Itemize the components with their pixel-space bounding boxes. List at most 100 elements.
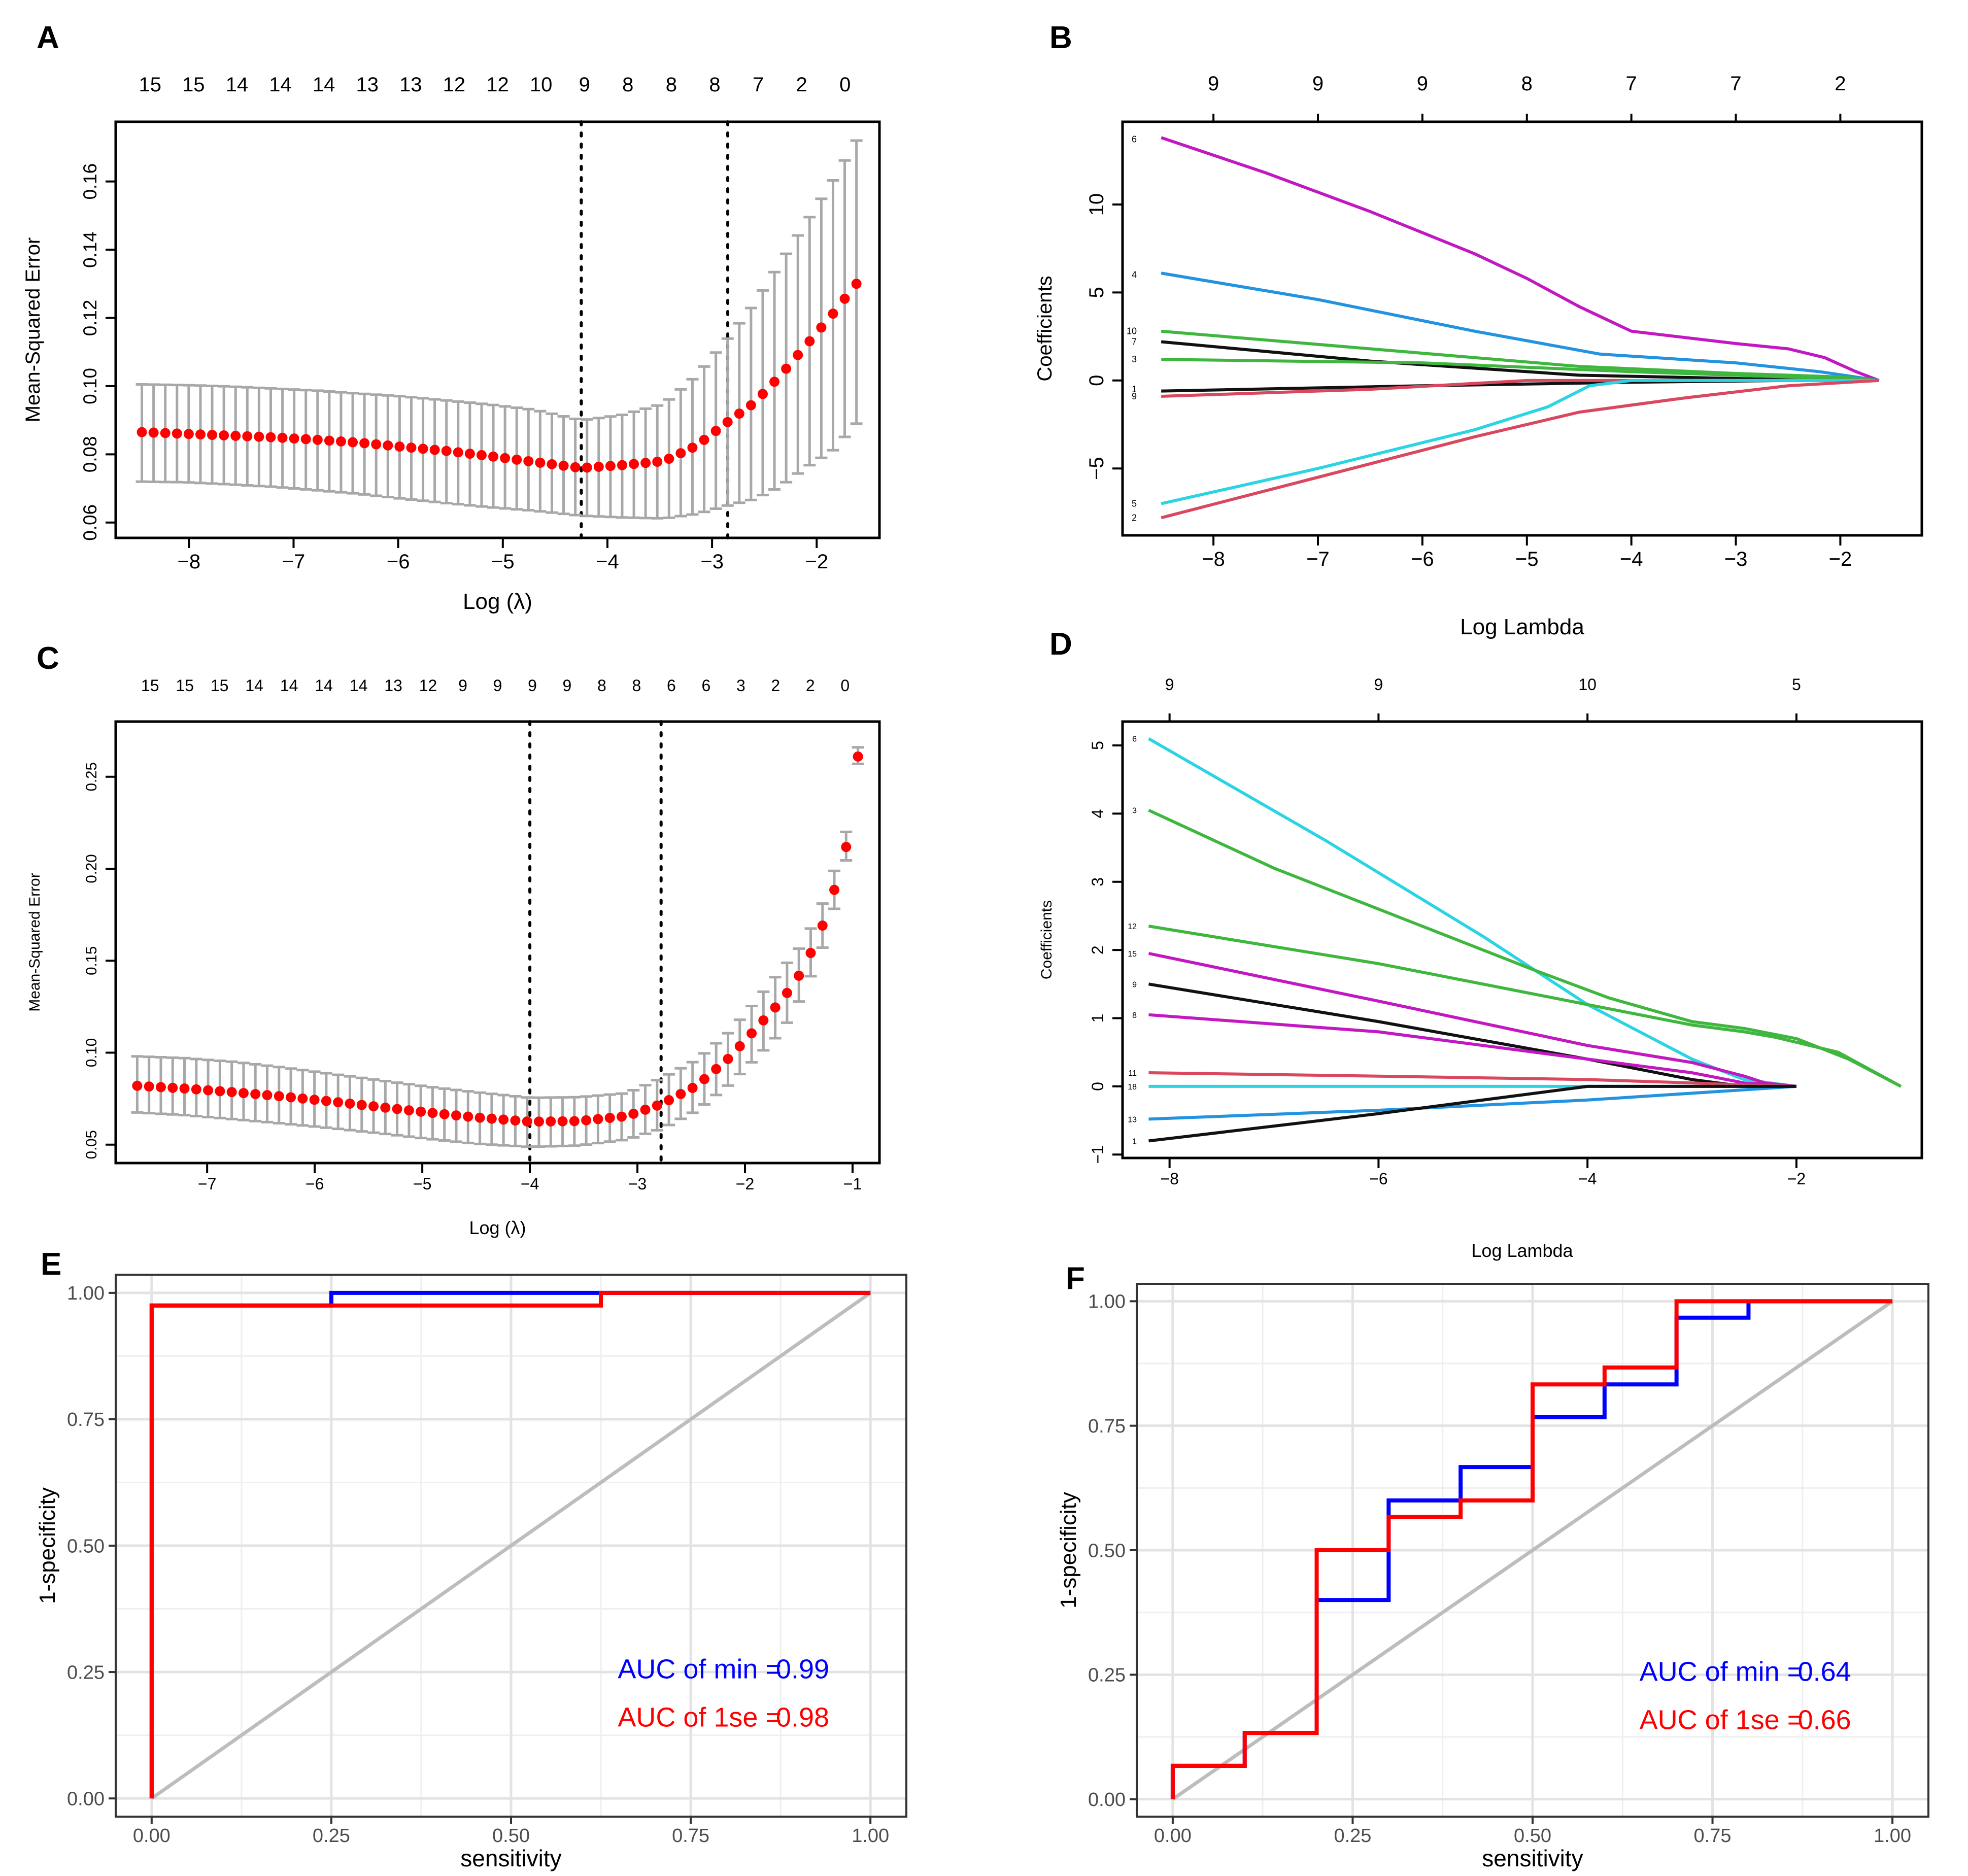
path-label: 11	[1128, 1069, 1137, 1078]
y-tick-label: 0.75	[1088, 1416, 1126, 1437]
top-tick-label: 6	[667, 676, 676, 695]
x-tick-label: −2	[805, 551, 828, 573]
mse-point	[309, 1095, 320, 1105]
mse-point	[711, 1064, 722, 1074]
x-axis-title: Log Lambda	[1460, 615, 1584, 639]
mse-point	[321, 1096, 331, 1106]
top-tick-label: 15	[211, 676, 229, 695]
mse-point	[604, 1112, 615, 1123]
x-tick-label: −3	[700, 551, 724, 573]
mse-point	[207, 430, 218, 440]
mse-point	[500, 453, 511, 463]
path-label: 15	[1128, 950, 1137, 959]
x-tick-label: 0.75	[1694, 1825, 1732, 1847]
auc-value: 0.64	[1798, 1656, 1851, 1687]
y-tick-label: 0.08	[80, 436, 100, 473]
mse-point	[238, 1088, 249, 1099]
coef-path-12	[1148, 925, 1902, 1088]
mse-point	[616, 1111, 627, 1122]
top-tick-label: 10	[530, 74, 553, 96]
mse-point	[640, 458, 651, 468]
mse-point	[297, 1093, 308, 1104]
mse-point	[557, 1116, 568, 1127]
top-tick-label: 7	[1730, 73, 1741, 95]
mse-point	[274, 1091, 284, 1102]
coef-path-5	[1161, 379, 1879, 505]
top-tick-label: 7	[1626, 73, 1637, 95]
x-tick-label: −4	[596, 551, 619, 573]
mse-point	[254, 431, 264, 442]
mse-point	[722, 417, 733, 427]
mse-point	[172, 428, 182, 439]
x-tick-label: 0.50	[492, 1825, 530, 1847]
top-tick-label: 13	[356, 74, 379, 96]
mse-point	[535, 457, 546, 468]
y-tick-label: 0.50	[1088, 1540, 1126, 1561]
x-tick-label: 0.50	[1514, 1825, 1551, 1847]
top-tick-label: 14	[226, 74, 249, 96]
mse-point	[441, 446, 452, 456]
top-tick-label: 7	[753, 74, 764, 96]
mse-point	[155, 1082, 166, 1093]
x-tick-label: −4	[521, 1175, 539, 1193]
mse-point	[324, 435, 334, 446]
y-tick-label: 0.16	[80, 163, 100, 200]
x-axis-title: Log Lambda	[1471, 1240, 1573, 1261]
roc-curve-AUC-of-1se	[1170, 1299, 1893, 1799]
auc-value: 0.99	[776, 1654, 829, 1685]
mse-point	[628, 1108, 639, 1119]
mse-point	[137, 427, 147, 437]
mse-point	[793, 350, 803, 360]
mse-point	[652, 457, 663, 467]
x-tick-label: −7	[1306, 548, 1330, 570]
mse-point	[734, 1041, 745, 1051]
top-tick-label: 12	[443, 74, 466, 96]
mse-point	[451, 1110, 462, 1121]
y-tick-label: 0.12	[80, 300, 100, 336]
x-tick-label: −5	[491, 551, 515, 573]
path-label: 9	[1132, 980, 1137, 989]
mse-point	[392, 1104, 402, 1114]
top-tick-label: 14	[350, 676, 368, 695]
mse-point	[191, 1084, 201, 1095]
mse-point	[242, 431, 253, 441]
y-tick-label: 0.50	[67, 1536, 105, 1557]
mse-point	[629, 459, 639, 469]
top-tick-label: 14	[245, 676, 263, 695]
top-tick-label: 9	[579, 74, 590, 96]
y-tick-label: 0.14	[80, 231, 100, 268]
top-tick-label: 9	[1208, 73, 1219, 95]
panel-label-e: E	[41, 1247, 61, 1282]
path-label: 1	[1132, 384, 1137, 394]
auc-value: 0.98	[776, 1702, 829, 1733]
mse-point	[664, 454, 674, 464]
mse-point	[640, 1104, 651, 1115]
panel-label-d: D	[1049, 627, 1072, 662]
mse-point	[277, 432, 288, 443]
x-tick-label: −8	[1160, 1170, 1178, 1188]
mse-point	[546, 1116, 556, 1127]
roc-curve-diagonal	[1171, 1300, 1894, 1801]
mse-point	[652, 1100, 662, 1111]
x-axis-title: Log (λ)	[469, 1217, 526, 1238]
mse-point	[356, 1100, 367, 1110]
auc-label: AUC of 1se =	[618, 1702, 782, 1733]
top-tick-label: 15	[182, 74, 205, 96]
x-tick-label: 0.00	[1154, 1825, 1192, 1847]
mse-point	[758, 1015, 769, 1026]
mse-point	[498, 1114, 509, 1125]
mse-point	[804, 336, 815, 347]
plot-frame	[1121, 120, 1923, 537]
x-tick-label: −4	[1620, 548, 1643, 570]
y-axis-title: 1-specificity	[1056, 1492, 1081, 1609]
y-tick-label: 0.25	[1088, 1665, 1126, 1686]
mse-point	[745, 400, 756, 411]
y-tick-label: 1.00	[67, 1283, 105, 1304]
x-tick-label: −5	[413, 1175, 431, 1193]
y-axis-title: Mean-Squared Error	[22, 237, 44, 423]
mse-point	[510, 1115, 521, 1126]
top-tick-label: 8	[632, 676, 641, 695]
mse-point	[522, 1116, 532, 1127]
mse-point	[289, 433, 299, 444]
